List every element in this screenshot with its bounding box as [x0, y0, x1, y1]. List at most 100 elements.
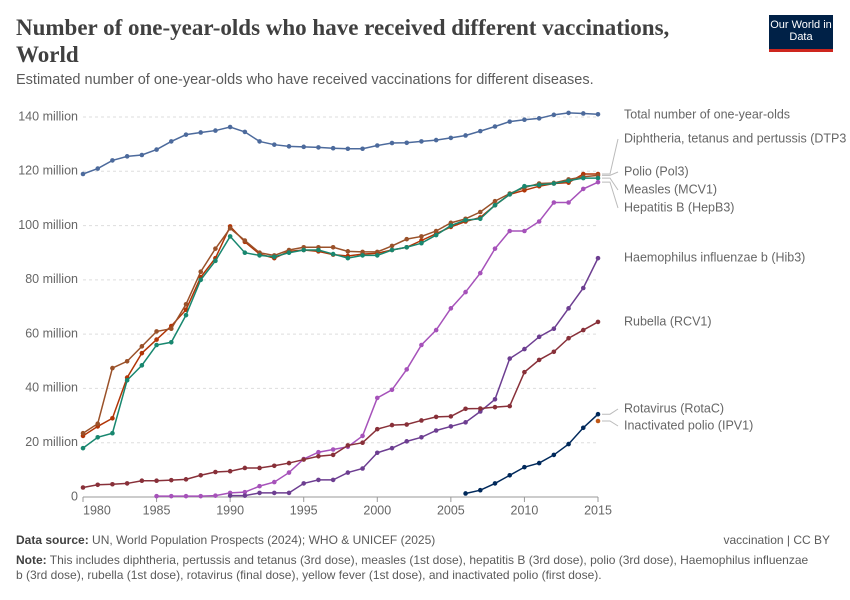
point [419, 139, 424, 144]
point [433, 228, 439, 234]
point [95, 166, 101, 171]
point [360, 466, 365, 471]
point [213, 258, 218, 264]
point [374, 450, 380, 456]
point [433, 414, 439, 420]
point [477, 406, 483, 411]
point [463, 491, 468, 496]
point [198, 472, 204, 478]
logo[interactable]: Our World in Data [769, 15, 833, 52]
point [566, 441, 571, 447]
point [522, 346, 527, 352]
point [242, 250, 248, 256]
point [492, 202, 498, 208]
point [330, 447, 336, 452]
point [404, 439, 410, 444]
license[interactable]: vaccination | CC BY [723, 533, 831, 547]
point [257, 490, 262, 496]
point [448, 424, 454, 429]
point [448, 306, 454, 311]
point [168, 139, 174, 144]
point [242, 489, 248, 495]
point [536, 357, 542, 363]
point [154, 493, 159, 499]
point [139, 350, 145, 356]
point [198, 277, 204, 283]
point [110, 365, 115, 371]
point [595, 418, 601, 424]
point [492, 481, 498, 486]
point [566, 178, 571, 184]
point [271, 463, 277, 469]
chart-subtitle: Estimated number of one-year-olds who ha… [16, 72, 594, 88]
legend-label: Rubella (RCV1) [624, 314, 712, 328]
point [389, 140, 395, 146]
point [213, 128, 218, 133]
point [477, 270, 483, 276]
point [448, 135, 454, 141]
point [168, 493, 174, 499]
point [522, 369, 527, 375]
x-tick-label: 2000 [363, 503, 391, 517]
point [257, 465, 262, 471]
point [492, 404, 498, 410]
x-tick-label: 2010 [511, 503, 539, 517]
point [330, 244, 336, 250]
legend-label: Rotavirus (RotaC) [624, 401, 724, 415]
y-tick-label: 60 million [25, 326, 78, 340]
point [419, 418, 424, 423]
point [286, 460, 292, 466]
point [95, 421, 101, 427]
point [227, 493, 233, 498]
point [227, 234, 233, 239]
y-tick-label: 0 [71, 489, 78, 503]
point [551, 326, 557, 332]
point [360, 433, 365, 439]
point [433, 232, 439, 238]
point [316, 449, 321, 455]
point [477, 487, 483, 493]
y-tick-label: 80 million [25, 272, 78, 286]
point [492, 198, 498, 204]
series-line [82, 112, 599, 175]
point [227, 468, 233, 474]
point [551, 200, 557, 205]
point [580, 186, 586, 192]
point [492, 124, 498, 129]
point [507, 403, 513, 409]
point [536, 334, 542, 340]
point [124, 377, 130, 383]
point [536, 219, 542, 224]
point [595, 411, 601, 417]
x-tick-label: 1980 [83, 503, 111, 517]
point [360, 146, 365, 152]
point [463, 217, 468, 223]
legend-label: Inactivated polio (IPV1) [624, 418, 753, 432]
point [404, 367, 410, 372]
point [198, 269, 204, 275]
point [522, 183, 527, 189]
point [389, 243, 395, 249]
point [580, 327, 586, 333]
point [595, 319, 601, 325]
point [345, 146, 351, 152]
point [345, 443, 351, 448]
point [227, 124, 233, 130]
legend-label: Total number of one-year-olds [624, 107, 790, 121]
point [522, 117, 527, 123]
point [271, 142, 277, 147]
point [389, 422, 395, 428]
point [330, 251, 336, 257]
point [536, 116, 542, 121]
point [522, 464, 527, 470]
point [168, 339, 174, 345]
point [286, 490, 292, 496]
point [566, 306, 571, 311]
x-tick-label: 1995 [290, 503, 318, 517]
point [183, 301, 189, 307]
point [110, 158, 115, 163]
point [595, 175, 601, 181]
point [374, 426, 380, 432]
x-tick-label: 1990 [216, 503, 244, 517]
point [507, 356, 513, 361]
